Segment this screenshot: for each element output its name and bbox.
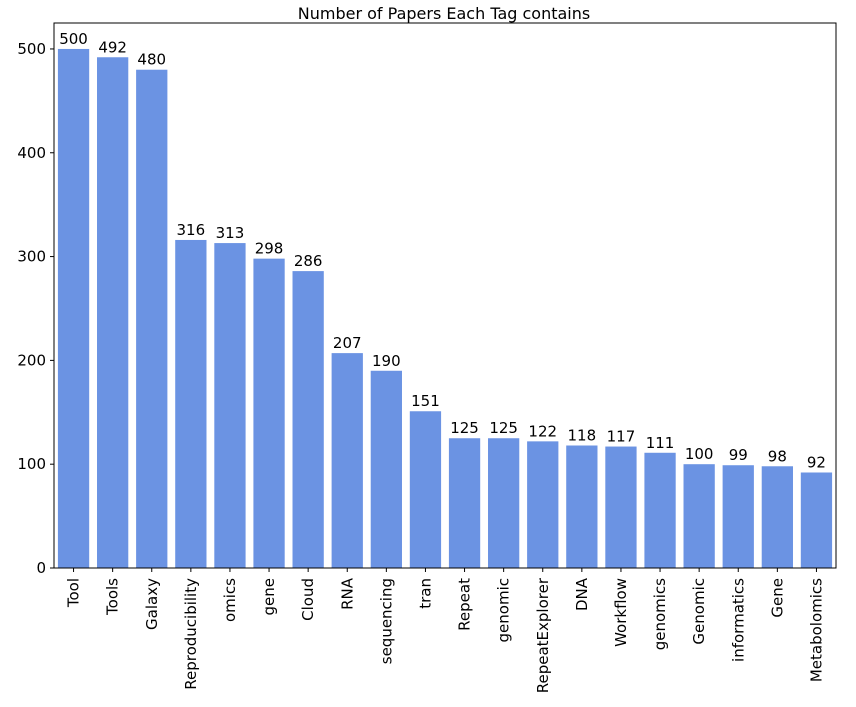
bar-rna (331, 353, 363, 568)
data-label-galaxy: 480 (137, 51, 166, 69)
data-label-omics: 313 (216, 224, 245, 242)
bar-informatics (722, 465, 754, 568)
bar-genomic (488, 438, 520, 568)
data-label-gene: 98 (768, 447, 787, 465)
y-tick-label: 0 (36, 559, 46, 577)
x-tick-label-tools: Tools (104, 578, 122, 616)
data-label-repeat: 125 (450, 419, 479, 437)
data-labels-layer: 500 492 480 316 313 298 286 207 190 151 125 125 122 1… (59, 30, 826, 472)
chart-title: Number of Papers Each Tag contains (298, 4, 590, 23)
x-tick-label-genomics: genomics (651, 578, 669, 650)
x-tick-label-reproducibility: Reproducibility (182, 578, 200, 690)
data-label-tran: 151 (411, 392, 440, 410)
x-tick-label-informatics: informatics (729, 578, 747, 662)
data-label-dna: 118 (568, 427, 597, 445)
bar-cloud (292, 271, 324, 568)
y-axis: 0 100 200 300 400 500 (17, 40, 54, 577)
plot-frame (53, 22, 837, 569)
x-tick-label-gene: Gene (768, 578, 786, 618)
x-tick-label-workflow: Workflow (612, 578, 630, 647)
x-tick-label-cloud: Cloud (299, 578, 317, 621)
data-label-sequencing: 190 (372, 352, 401, 370)
bar-repeatexplorer (527, 441, 559, 568)
bar-sequencing (370, 370, 402, 568)
bars-layer (57, 48, 833, 569)
x-tick-label-sequencing: sequencing (377, 578, 395, 664)
data-label-workflow: 117 (607, 428, 636, 446)
x-tick-label-tool: Tool (65, 578, 83, 608)
y-tick-label: 100 (17, 455, 46, 473)
data-label-repeatexplorer: 122 (528, 422, 557, 440)
data-label-informatics: 99 (729, 446, 748, 464)
bar-dna (566, 445, 598, 568)
x-tick-label-gene: gene (260, 578, 278, 616)
x-tick-label-metabolomics: Metabolomics (807, 578, 825, 682)
x-tick-label-repeatexplorer: RepeatExplorer (534, 577, 552, 693)
data-label-rna: 207 (333, 334, 362, 352)
bar-gene (761, 466, 793, 568)
x-tick-label-repeat: Repeat (456, 578, 474, 631)
y-tick-label: 500 (17, 40, 46, 58)
bar-galaxy (136, 69, 168, 568)
bar-workflow (605, 446, 637, 568)
y-tick-label: 400 (17, 144, 46, 162)
bar-genomics (644, 452, 676, 568)
bar-tran (409, 411, 442, 568)
bar-genomic (683, 464, 715, 568)
x-tick-label-galaxy: Galaxy (143, 578, 161, 630)
bar-tool (57, 48, 90, 568)
data-label-genomic: 100 (685, 445, 714, 463)
data-label-genomics: 111 (646, 434, 675, 452)
x-tick-label-genomic: genomic (495, 578, 513, 642)
bar-gene (253, 258, 285, 568)
data-label-tools: 492 (98, 38, 127, 56)
data-label-gene: 298 (255, 240, 284, 258)
bar-reproducibility (175, 239, 207, 568)
x-tick-label-genomic: Genomic (690, 578, 708, 645)
data-label-cloud: 286 (294, 252, 323, 270)
x-tick-label-tran: tran (416, 578, 434, 609)
bar-tools (97, 57, 129, 568)
x-axis: Tool Tools Galaxy Reproducibility omics gene C… (65, 568, 825, 693)
x-tick-label-omics: omics (221, 578, 239, 622)
bar-repeat (448, 438, 481, 568)
data-label-tool: 500 (59, 30, 88, 48)
y-tick-label: 200 (17, 351, 46, 369)
data-label-metabolomics: 92 (807, 453, 826, 471)
bar-metabolomics (800, 472, 833, 568)
x-tick-label-dna: DNA (573, 577, 591, 611)
data-label-reproducibility: 316 (177, 221, 206, 239)
data-label-genomic: 125 (489, 419, 518, 437)
y-tick-label: 300 (17, 248, 46, 266)
x-tick-label-rna: RNA (338, 577, 356, 610)
bar-omics (214, 243, 246, 569)
